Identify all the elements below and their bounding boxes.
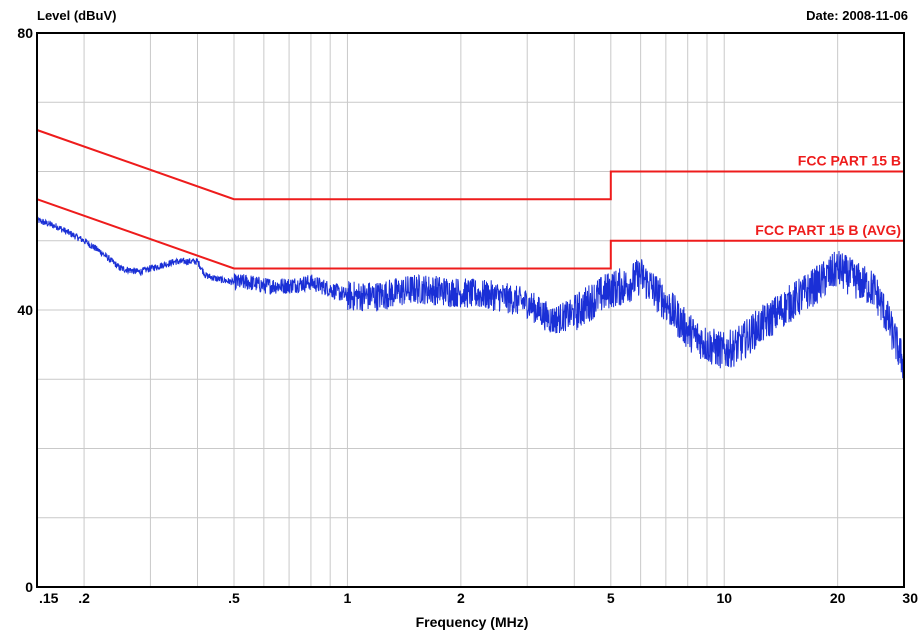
y-tick-label: 40 [17,302,33,318]
limit-line-label: FCC PART 15 B [798,153,901,169]
x-tick-label: 30 [902,590,918,606]
y-axis-label: Level (dBuV) [37,8,116,23]
limit-lines: FCC PART 15 B FCC PART 15 B (AVG) [36,129,904,270]
measurement-trace [36,216,905,379]
date-label: Date: 2008-11-06 [806,8,908,23]
limit-line-label: FCC PART 15 B (AVG) [755,222,901,238]
plot-frame [36,32,905,588]
x-tick-label: .15 [39,590,59,606]
x-tick-label: 2 [457,590,465,606]
limit-line [36,129,904,201]
x-tick-label: 10 [716,590,732,606]
y-tick-label: 0 [25,579,33,595]
x-tick-label: 20 [830,590,846,606]
y-tick-label: 80 [17,25,33,41]
x-tick-label: .5 [228,590,240,606]
x-tick-label: 1 [344,590,352,606]
x-axis-label: Frequency (MHz) [416,614,529,630]
limit-line [36,198,904,270]
tick-labels: .15 .2 .5 1 2 5 10 20 30 0 40 80 [17,25,918,606]
x-tick-label: .2 [78,590,90,606]
x-tick-label: 5 [607,590,615,606]
